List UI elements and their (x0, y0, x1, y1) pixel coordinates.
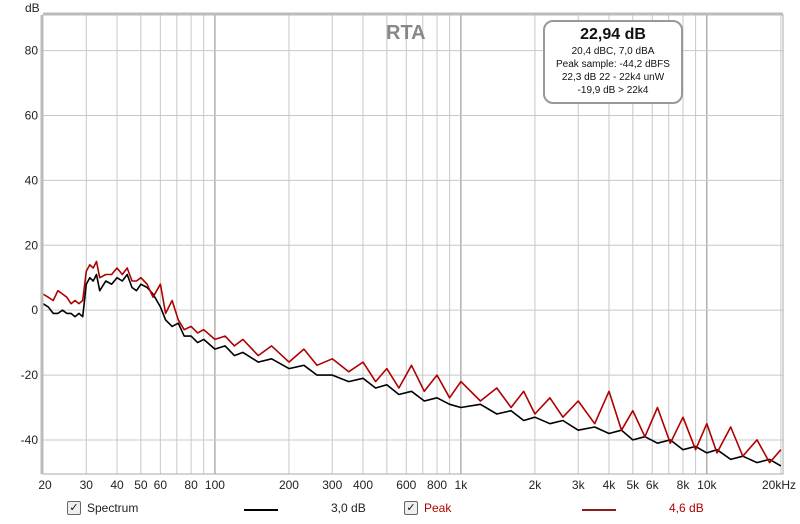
x-tick-label: 400 (353, 478, 373, 492)
legend-spectrum: ✓ Spectrum (67, 501, 138, 515)
x-tick-label: 20 (38, 478, 52, 492)
level-info-box: 22,94 dB 20,4 dBC, 7,0 dBA Peak sample: … (543, 20, 683, 104)
series-spectrum (42, 273, 782, 467)
total-level: 22,94 dB (580, 26, 646, 43)
above-band-level: -19,9 dB > 22k4 (577, 85, 649, 96)
peak-line-swatch (582, 509, 616, 511)
x-tick-label: 200 (279, 478, 299, 492)
y-tick-label: 80 (25, 44, 39, 58)
x-tick-label: 40 (110, 478, 124, 492)
y-tick-label: 40 (25, 173, 39, 187)
x-tick-label: 100 (205, 478, 225, 492)
chart-title: RTA (386, 22, 426, 44)
y-tick-label: -40 (21, 433, 39, 447)
peak-sample: Peak sample: -44,2 dBFS (556, 59, 670, 70)
y-tick-label: 0 (31, 303, 38, 317)
x-tick-label: 2k (529, 478, 543, 492)
peak-checkbox[interactable]: ✓ (404, 501, 418, 515)
x-tick-label: 30 (80, 478, 94, 492)
spectrum-line-swatch (244, 509, 278, 511)
x-tick-label: 800 (427, 478, 447, 492)
spectrum-value-text: 3,0 dB (331, 501, 366, 515)
weighted-levels: 20,4 dBC, 7,0 dBA (571, 46, 655, 57)
peak-value: 4,6 dB (669, 501, 704, 515)
x-tick-label: 5k (626, 478, 640, 492)
x-tick-label: 600 (396, 478, 416, 492)
x-tick-label: 1k (455, 478, 469, 492)
x-tick-label: 60 (154, 478, 168, 492)
x-tick-label: 300 (322, 478, 342, 492)
x-tick-label: 3k (572, 478, 586, 492)
x-tick-label: 6k (646, 478, 660, 492)
x-tick-label: 50 (134, 478, 148, 492)
series-peak (42, 260, 782, 464)
x-tick-label: 20kHz (762, 478, 796, 492)
x-tick-label: 80 (184, 478, 198, 492)
series-lines (42, 260, 782, 467)
y-tick-label: 20 (25, 238, 39, 252)
legend-peak: ✓ Peak (404, 501, 451, 515)
x-tick-label: 4k (603, 478, 617, 492)
peak-value-text: 4,6 dB (669, 501, 704, 515)
x-tick-label: 10k (697, 478, 717, 492)
spectrum-checkbox[interactable]: ✓ (67, 501, 81, 515)
y-tick-label: -20 (21, 368, 39, 382)
unweighted-level: 22,3 dB 22 - 22k4 unW (561, 72, 665, 83)
peak-label: Peak (424, 501, 452, 515)
x-tick-label: 8k (677, 478, 691, 492)
y-tick-label: 60 (25, 109, 39, 123)
spectrum-label: Spectrum (87, 501, 139, 515)
spectrum-value: 3,0 dB (331, 501, 366, 515)
y-axis-label: dB (25, 1, 40, 15)
